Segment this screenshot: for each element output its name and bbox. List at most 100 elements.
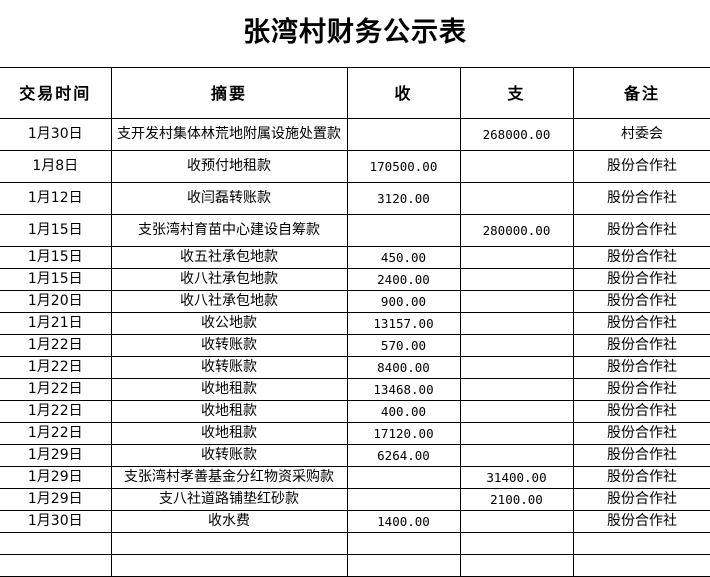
header-row: 交易时间 摘要 收 支 备注	[0, 67, 710, 119]
income-cell: 900.00	[346, 290, 461, 313]
column-header-income: 收	[346, 67, 461, 119]
income-cell	[346, 488, 461, 511]
income-cell: 6264.00	[346, 444, 461, 467]
expense-cell	[459, 246, 574, 269]
summary-cell: 收地租款	[110, 378, 348, 401]
date-cell: 1月22日	[0, 356, 112, 379]
expense-cell: 31400.00	[459, 466, 574, 489]
income-cell: 400.00	[346, 400, 461, 423]
expense-cell	[459, 510, 574, 533]
note-cell: 股份合作社	[572, 334, 710, 357]
expense-cell	[459, 290, 574, 313]
column-header-date: 交易时间	[0, 67, 112, 119]
income-cell: 450.00	[346, 246, 461, 269]
summary-cell: 收八社承包地款	[110, 290, 348, 313]
date-cell: 1月15日	[0, 214, 112, 247]
income-cell	[346, 532, 461, 555]
summary-cell	[110, 554, 348, 577]
expense-cell	[459, 312, 574, 335]
table-row: 1月20日 收八社承包地款 900.00 股份合作社	[0, 290, 710, 313]
note-cell	[572, 554, 710, 577]
table-row: 1月15日 支张湾村育苗中心建设自筹款 280000.00 股份合作社	[0, 214, 710, 247]
expense-cell	[459, 182, 574, 215]
summary-cell: 支开发村集体林荒地附属设施处置款	[110, 118, 348, 151]
table-row	[0, 532, 710, 555]
note-cell	[572, 532, 710, 555]
note-cell: 股份合作社	[572, 400, 710, 423]
income-cell: 17120.00	[346, 422, 461, 445]
date-cell: 1月21日	[0, 312, 112, 335]
date-cell: 1月12日	[0, 182, 112, 215]
note-cell: 股份合作社	[572, 444, 710, 467]
summary-cell: 收地租款	[110, 422, 348, 445]
table-row: 1月15日 收五社承包地款 450.00 股份合作社	[0, 246, 710, 269]
note-cell: 股份合作社	[572, 356, 710, 379]
expense-cell	[459, 400, 574, 423]
summary-cell: 收水费	[110, 510, 348, 533]
income-cell: 570.00	[346, 334, 461, 357]
income-cell	[346, 118, 461, 151]
income-cell: 2400.00	[346, 268, 461, 291]
table-row: 1月29日 支八社道路铺垫红砂款 2100.00 股份合作社	[0, 488, 710, 511]
summary-cell: 支张湾村孝善基金分红物资采购款	[110, 466, 348, 489]
summary-cell: 收八社承包地款	[110, 268, 348, 291]
expense-cell	[459, 268, 574, 291]
note-cell: 股份合作社	[572, 150, 710, 183]
income-cell: 8400.00	[346, 356, 461, 379]
date-cell: 1月22日	[0, 334, 112, 357]
note-cell: 股份合作社	[572, 510, 710, 533]
column-header-expense: 支	[459, 67, 574, 119]
table-row: 1月30日 收水费 1400.00 股份合作社	[0, 510, 710, 533]
note-cell: 股份合作社	[572, 312, 710, 335]
income-cell	[346, 466, 461, 489]
date-cell: 1月29日	[0, 488, 112, 511]
note-cell: 股份合作社	[572, 290, 710, 313]
expense-cell	[459, 554, 574, 577]
income-cell: 13468.00	[346, 378, 461, 401]
summary-cell: 收转账款	[110, 356, 348, 379]
date-cell	[0, 554, 112, 577]
summary-cell: 收转账款	[110, 444, 348, 467]
note-cell: 股份合作社	[572, 466, 710, 489]
date-cell: 1月20日	[0, 290, 112, 313]
expense-cell: 2100.00	[459, 488, 574, 511]
summary-cell: 支八社道路铺垫红砂款	[110, 488, 348, 511]
summary-cell: 收五社承包地款	[110, 246, 348, 269]
income-cell: 1400.00	[346, 510, 461, 533]
table-row: 1月22日 收地租款 13468.00 股份合作社	[0, 378, 710, 401]
date-cell: 1月29日	[0, 444, 112, 467]
expense-cell	[459, 334, 574, 357]
note-cell: 股份合作社	[572, 488, 710, 511]
expense-cell	[459, 444, 574, 467]
note-cell: 村委会	[572, 118, 710, 151]
summary-cell: 收转账款	[110, 334, 348, 357]
date-cell: 1月29日	[0, 466, 112, 489]
summary-cell: 收预付地租款	[110, 150, 348, 183]
note-cell: 股份合作社	[572, 268, 710, 291]
table-row: 1月12日 收闫磊转账款 3120.00 股份合作社	[0, 182, 710, 215]
table-row: 1月30日 支开发村集体林荒地附属设施处置款 268000.00 村委会	[0, 118, 710, 151]
expense-cell: 268000.00	[459, 118, 574, 151]
date-cell	[0, 532, 112, 555]
table-row: 1月22日 收转账款 570.00 股份合作社	[0, 334, 710, 357]
note-cell: 股份合作社	[572, 246, 710, 269]
income-cell: 3120.00	[346, 182, 461, 215]
note-cell: 股份合作社	[572, 182, 710, 215]
date-cell: 1月30日	[0, 510, 112, 533]
note-cell: 股份合作社	[572, 422, 710, 445]
summary-cell: 收公地款	[110, 312, 348, 335]
note-cell: 股份合作社	[572, 214, 710, 247]
date-cell: 1月22日	[0, 378, 112, 401]
table-row: 1月8日 收预付地租款 170500.00 股份合作社	[0, 150, 710, 183]
date-cell: 1月22日	[0, 400, 112, 423]
table-row	[0, 554, 710, 577]
table-row: 1月21日 收公地款 13157.00 股份合作社	[0, 312, 710, 335]
income-cell	[346, 554, 461, 577]
finance-table: 交易时间 摘要 收 支 备注 1月30日 支开发村集体林荒地附属设施处置款 2680…	[0, 67, 710, 577]
expense-cell	[459, 422, 574, 445]
note-cell: 股份合作社	[572, 378, 710, 401]
page-title: 张湾村财务公示表	[243, 17, 467, 48]
table-row: 1月22日 收转账款 8400.00 股份合作社	[0, 356, 710, 379]
date-cell: 1月22日	[0, 422, 112, 445]
summary-cell	[110, 532, 348, 555]
